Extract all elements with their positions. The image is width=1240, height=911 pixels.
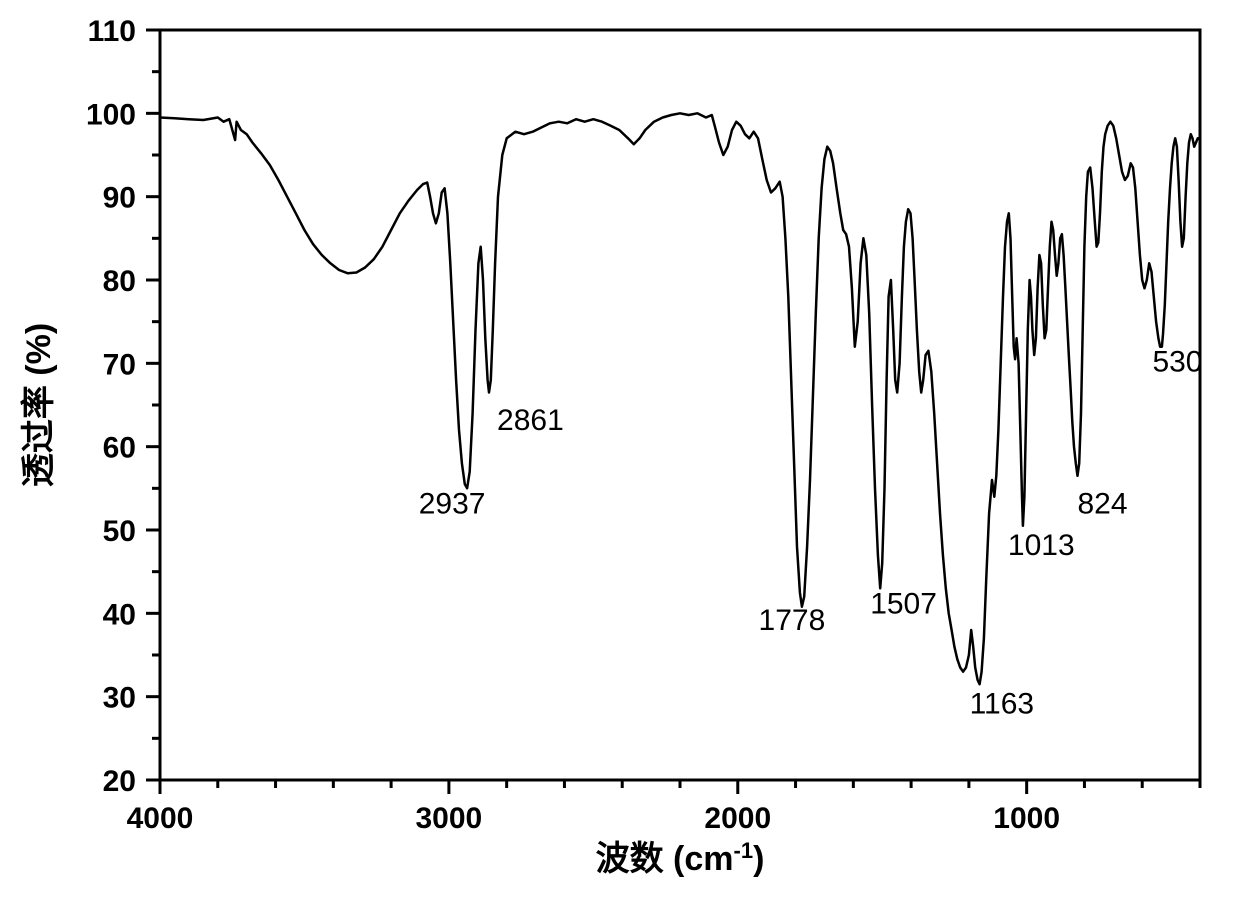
y-tick-label: 50 <box>103 515 136 548</box>
y-tick-label: 30 <box>103 682 136 715</box>
plot-frame <box>160 30 1200 780</box>
peak-label: 2861 <box>497 404 564 437</box>
y-tick-label: 60 <box>103 432 136 465</box>
x-tick-label: 2000 <box>704 802 771 835</box>
peak-label: 824 <box>1078 487 1128 520</box>
x-tick-label: 1000 <box>993 802 1060 835</box>
y-tick-label: 70 <box>103 348 136 381</box>
y-tick-label: 40 <box>103 598 136 631</box>
y-tick-label: 110 <box>88 15 136 48</box>
peak-label: 1507 <box>870 587 937 620</box>
y-tick-label: 20 <box>103 765 136 798</box>
peak-label: 2937 <box>419 487 486 520</box>
peak-label: 1013 <box>1008 529 1075 562</box>
x-axis-title: 波数 (cm-1) <box>596 838 765 879</box>
peak-label: 1163 <box>970 687 1035 720</box>
x-tick-label: 4000 <box>127 802 194 835</box>
x-tick-label: 3000 <box>416 802 483 835</box>
ftir-chart: 20 30 40 50 60 70 80 90 100 110 4000 3000 2000 1000 透过… <box>0 0 1240 911</box>
y-tick-label: 90 <box>103 182 136 215</box>
y-tick-label: 100 <box>86 98 136 131</box>
peak-label: 1778 <box>759 604 826 637</box>
y-tick-label: 80 <box>103 265 136 298</box>
peak-label: 530 <box>1152 346 1202 379</box>
y-axis-title: 透过率 (%) <box>20 323 58 487</box>
spectrum-line <box>160 113 1200 684</box>
chart-svg: 20 30 40 50 60 70 80 90 100 110 4000 3000 2000 1000 透过… <box>0 0 1240 911</box>
